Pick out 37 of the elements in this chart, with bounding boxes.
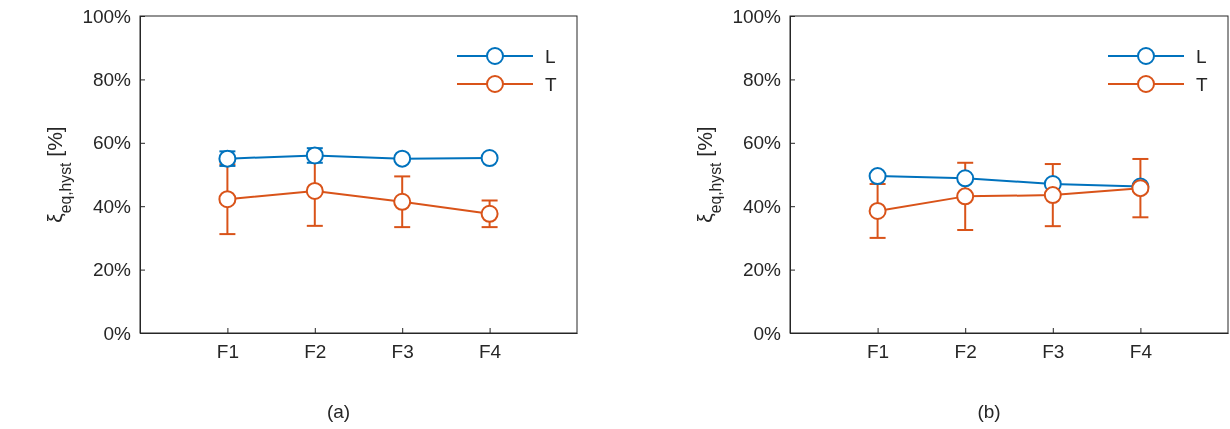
point bbox=[868, 167, 887, 186]
legend-label: L bbox=[545, 46, 556, 67]
y-tick-label: 100% bbox=[82, 5, 132, 27]
point bbox=[480, 204, 499, 223]
point bbox=[1043, 186, 1062, 205]
point bbox=[218, 190, 237, 209]
y-tick-label: 100% bbox=[732, 5, 782, 27]
y-tick-label: 0% bbox=[103, 322, 132, 344]
y-tick-label: 80% bbox=[742, 68, 782, 90]
x-tick-label: F2 bbox=[954, 341, 977, 363]
y-tick-label: 80% bbox=[92, 68, 132, 90]
y-tick-label: 40% bbox=[92, 195, 132, 217]
x-tick-label: F4 bbox=[1129, 341, 1153, 363]
legend-label: L bbox=[1196, 46, 1207, 67]
x-tick-label: F1 bbox=[867, 341, 890, 363]
y-tick-label: 20% bbox=[742, 259, 782, 281]
point bbox=[393, 149, 412, 168]
point bbox=[868, 201, 887, 220]
text: (b) bbox=[977, 401, 1001, 422]
x-tick-label: F3 bbox=[391, 341, 414, 363]
point bbox=[956, 187, 975, 206]
x-tick-label: F2 bbox=[304, 341, 327, 363]
point bbox=[956, 169, 975, 188]
point bbox=[305, 181, 324, 200]
x-tick-label: F4 bbox=[479, 341, 502, 363]
y-tick-label: 40% bbox=[742, 195, 782, 217]
x-tick-label: F3 bbox=[1042, 341, 1065, 363]
point bbox=[480, 149, 499, 168]
y-tick-label: 60% bbox=[742, 132, 782, 154]
text: (a) bbox=[326, 401, 351, 422]
point bbox=[393, 192, 412, 211]
legend-label: T bbox=[545, 74, 557, 95]
legend-label: T bbox=[1196, 74, 1208, 95]
y-tick-label: 20% bbox=[92, 259, 132, 281]
x-tick-label: F1 bbox=[216, 341, 239, 363]
y-tick-label: 0% bbox=[753, 322, 782, 344]
y-tick-label: 60% bbox=[92, 132, 132, 154]
